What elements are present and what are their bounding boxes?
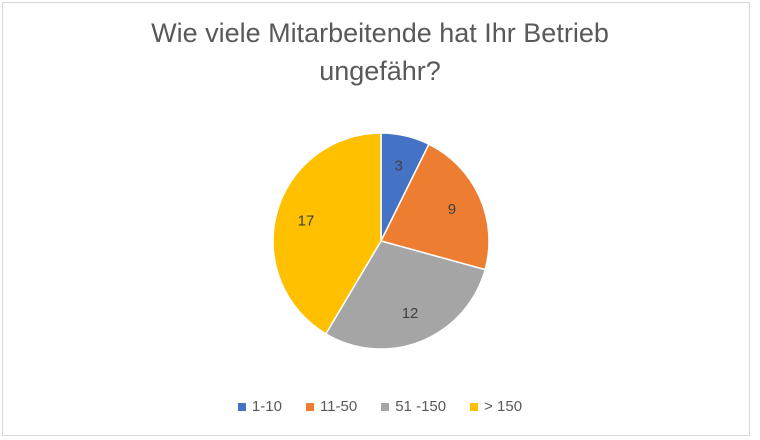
pie-slice-11-50 bbox=[379, 143, 490, 271]
chart-title: Wie viele Mitarbeitende hat Ihr Betrieb … bbox=[0, 14, 760, 90]
legend-swatch bbox=[381, 402, 390, 411]
data-label: 9 bbox=[448, 201, 456, 218]
chart-title-line-1: Wie viele Mitarbeitende hat Ihr Betrieb bbox=[151, 18, 609, 48]
legend-item-1-10: 1-10 bbox=[237, 398, 282, 415]
chart-title-line-2: ungefähr? bbox=[319, 56, 441, 86]
legend-item-over-150: > 150 bbox=[470, 398, 522, 415]
legend-item-51-150: 51 -150 bbox=[381, 398, 446, 415]
legend-item-11-50: 11-50 bbox=[305, 398, 358, 415]
pie-slice-150 bbox=[272, 132, 382, 335]
legend-label: > 150 bbox=[484, 398, 523, 415]
data-label: 12 bbox=[402, 305, 419, 322]
data-label: 3 bbox=[395, 157, 403, 174]
legend-label: 51 -150 bbox=[395, 398, 447, 415]
legend-label: 1-10 bbox=[251, 398, 282, 415]
data-label: 17 bbox=[298, 212, 315, 229]
legend-label: 11-50 bbox=[319, 398, 358, 415]
legend-swatch bbox=[470, 402, 479, 411]
legend-swatch bbox=[305, 402, 314, 411]
legend: 1-10 11-50 51 -150 > 150 bbox=[0, 398, 760, 415]
legend-swatch bbox=[237, 402, 246, 411]
